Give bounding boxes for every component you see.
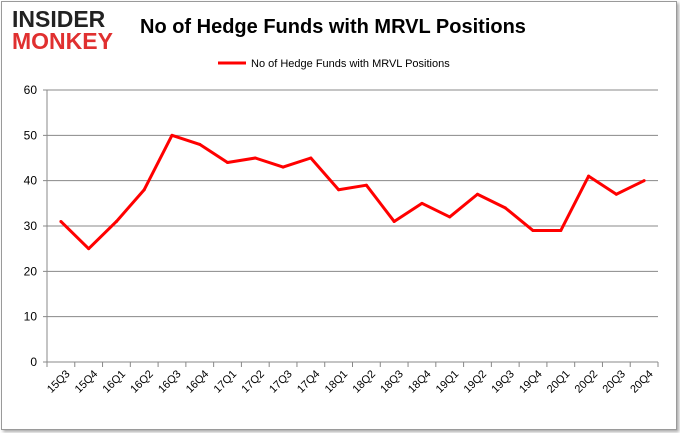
insider-monkey-logo: INSIDER MONKEY [12,6,113,54]
data-point [281,165,285,169]
data-point [503,206,507,210]
data-point [448,215,452,219]
logo-line1: INSIDER [12,6,106,32]
data-point [170,133,174,137]
x-tick-label: 19Q4 [517,368,545,396]
data-point [642,179,646,183]
data-point [475,192,479,196]
data-point [253,156,257,160]
logo-line2: MONKEY [12,28,113,54]
x-tick-label: 15Q4 [73,368,101,396]
series-line [59,133,645,251]
data-point [587,174,591,178]
data-point [226,161,230,165]
legend-label: No of Hedge Funds with MRVL Positions [251,58,450,70]
x-tick-label: 16Q1 [101,368,129,396]
x-tick-label: 20Q1 [545,368,573,396]
x-tick-label: 20Q4 [628,368,656,396]
x-tick-label: 17Q3 [267,368,295,396]
data-point [420,201,424,205]
y-tick-label: 30 [24,219,38,233]
data-point [59,219,63,223]
chart-title: No of Hedge Funds with MRVL Positions [140,16,526,38]
data-point [531,229,535,233]
x-tick-label: 16Q3 [156,368,184,396]
y-tick-label: 10 [24,310,38,324]
data-point [198,142,202,146]
x-tick-label: 19Q1 [434,368,462,396]
x-tick-label: 20Q2 [573,368,601,396]
data-point [559,229,563,233]
x-tick-label: 16Q4 [184,368,212,396]
data-point [309,156,313,160]
data-point [337,188,341,192]
data-point [364,183,368,187]
x-tick-label: 19Q2 [462,368,490,396]
x-tick-label: 19Q3 [489,368,517,396]
x-tick-label: 18Q2 [351,368,379,396]
y-tick-label: 40 [24,174,38,188]
x-tick-label: 20Q3 [600,368,628,396]
y-tick-label: 20 [24,264,38,278]
y-tick-label: 50 [24,128,38,142]
x-tick-label: 17Q4 [295,368,323,396]
y-tick-label: 60 [24,83,38,97]
data-point [614,192,618,196]
x-tick-label: 17Q1 [212,368,240,396]
data-point [87,247,91,251]
data-point [114,219,118,223]
x-tick-label: 16Q2 [128,368,156,396]
x-tick-label: 18Q1 [323,368,351,396]
x-tick-label: 18Q3 [378,368,406,396]
y-tick-label: 0 [30,355,37,369]
x-tick-label: 18Q4 [406,368,434,396]
data-point [392,219,396,223]
data-point [142,188,146,192]
x-tick-label: 17Q2 [239,368,267,396]
x-tick-label: 15Q3 [45,368,73,396]
